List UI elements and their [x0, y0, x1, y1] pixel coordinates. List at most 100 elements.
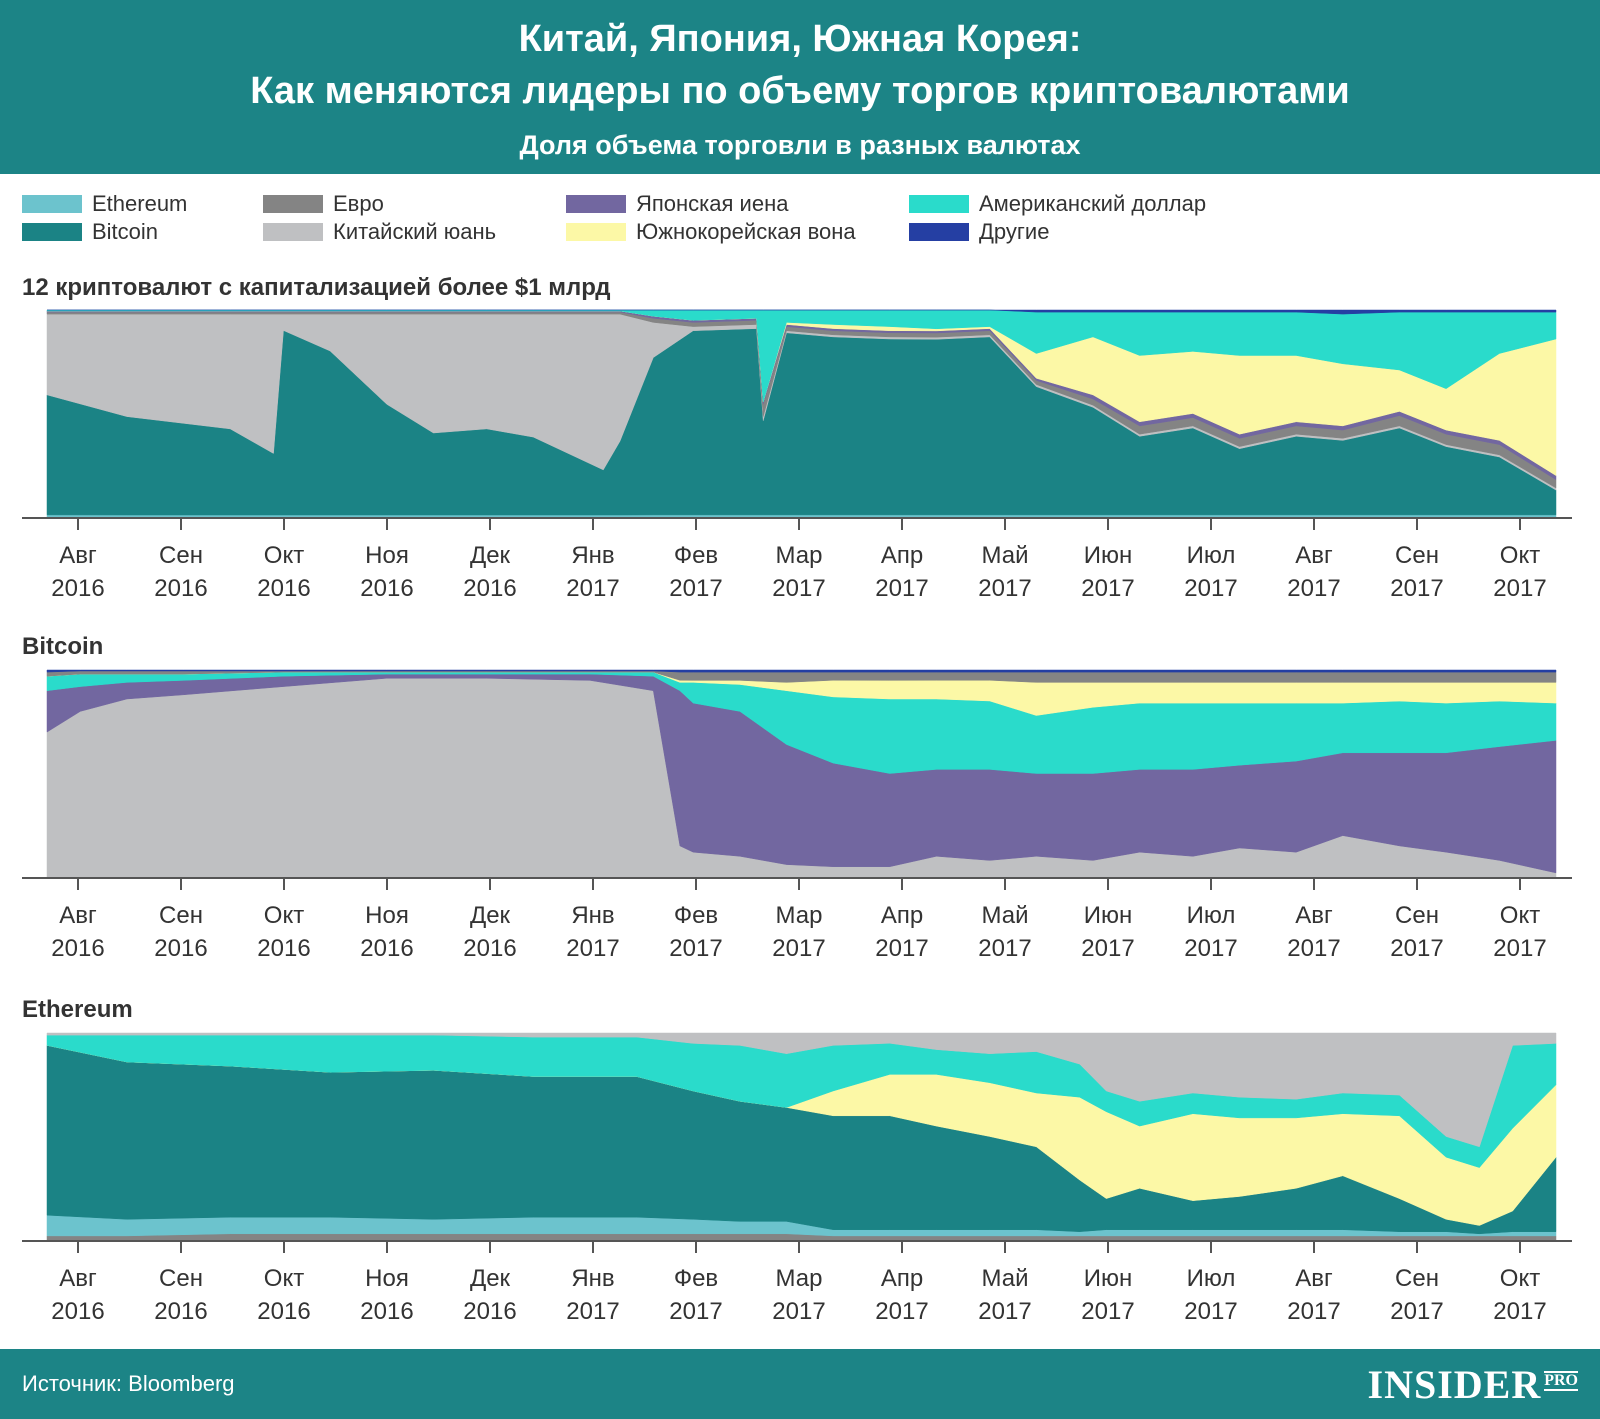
- x-tick-label-year: 2017: [772, 935, 825, 962]
- legend-swatch: [22, 195, 82, 213]
- x-tick-label-year: 2017: [875, 575, 928, 602]
- x-tick-label-month: Июн: [1084, 542, 1133, 569]
- x-tick-label-year: 2017: [1287, 935, 1340, 962]
- x-tick-label-year: 2017: [669, 575, 722, 602]
- x-tick-label-month: Авг: [59, 902, 97, 929]
- legend-item-euro: Евро: [263, 190, 384, 218]
- x-tick-label-month: Дек: [470, 542, 511, 569]
- legend-item-yuan: Китайский юань: [263, 218, 496, 246]
- x-tick-label-month: Авг: [1295, 1265, 1333, 1292]
- x-tick-label-month: Янв: [571, 1265, 614, 1292]
- legend-label: Южнокорейская вона: [636, 219, 856, 244]
- x-tick-label-month: Май: [981, 1265, 1028, 1292]
- x-tick-label-month: Фев: [674, 1265, 718, 1292]
- x-tick-label-month: Сен: [1395, 1265, 1439, 1292]
- chart-title-line2: Как меняются лидеры по объему торгов кри…: [250, 70, 1350, 112]
- x-tick-label-month: Апр: [881, 902, 923, 929]
- x-tick-label-month: Ноя: [365, 542, 409, 569]
- x-tick-label-month: Июл: [1187, 902, 1236, 929]
- legend-swatch: [909, 195, 969, 213]
- x-tick-label-year: 2017: [566, 1298, 619, 1325]
- x-tick-label-year: 2017: [978, 935, 1031, 962]
- panel-title-all: 12 криптовалют с капитализацией более $1…: [22, 274, 611, 301]
- x-tick-label-month: Янв: [571, 542, 614, 569]
- legend-label: Китайский юань: [333, 219, 497, 244]
- x-tick-label-month: Ноя: [365, 902, 409, 929]
- chart-bitcoin: Авг 2016 Сен 2016 Окт 2016 Ноя 2016 Дек 2016 Янв 20…: [22, 669, 1572, 962]
- x-tick-label-year: 2017: [669, 935, 722, 962]
- x-tick-label-month: Дек: [470, 902, 511, 929]
- x-tick-label-year: 2017: [1081, 1298, 1134, 1325]
- x-tick-label-year: 2017: [1184, 935, 1237, 962]
- insider-pro-logo[interactable]: INSIDER PRO: [1367, 1361, 1578, 1408]
- legend-item-usd: Американский доллар: [909, 190, 1206, 218]
- x-tick-label-month: Окт: [264, 542, 304, 569]
- x-tick-label-month: Фев: [674, 542, 718, 569]
- x-tick-label-year: 2017: [566, 935, 619, 962]
- x-tick-label-month: Мар: [776, 902, 823, 929]
- x-tick-label-month: Окт: [264, 1265, 304, 1292]
- x-tick-label-year: 2017: [1390, 1298, 1443, 1325]
- x-tick-label-year: 2017: [772, 575, 825, 602]
- x-tick-label-month: Авг: [1295, 542, 1333, 569]
- x-tick-label-month: Июн: [1084, 1265, 1133, 1292]
- x-tick-label-year: 2016: [463, 575, 516, 602]
- legend-swatch: [566, 195, 626, 213]
- legend-item-yen: Японская иена: [566, 190, 788, 218]
- x-tick-label-year: 2016: [257, 575, 310, 602]
- x-tick-label-year: 2016: [154, 1298, 207, 1325]
- x-tick-label-month: Авг: [59, 542, 97, 569]
- x-tick-label-year: 2016: [154, 935, 207, 962]
- x-tick-label-month: Окт: [1500, 542, 1540, 569]
- x-tick-label-month: Окт: [264, 902, 304, 929]
- x-tick-label-year: 2017: [566, 575, 619, 602]
- x-tick-label-month: Июн: [1084, 902, 1133, 929]
- x-tick-label-year: 2017: [1081, 575, 1134, 602]
- x-tick-label-month: Мар: [776, 1265, 823, 1292]
- x-tick-label-month: Авг: [1295, 902, 1333, 929]
- logo-pro-text: PRO: [1544, 1371, 1578, 1391]
- source-note: Источник: Bloomberg: [22, 1371, 235, 1396]
- x-tick-label-year: 2017: [1390, 935, 1443, 962]
- legend-item-ethereum: Ethereum: [22, 190, 187, 218]
- x-tick-label-month: Авг: [59, 1265, 97, 1292]
- x-tick-label-month: Окт: [1500, 902, 1540, 929]
- chart-ethereum: Авг 2016 Сен 2016 Окт 2016 Ноя 2016 Дек 2016 Янв 20…: [22, 1032, 1572, 1325]
- x-tick-label-year: 2016: [463, 935, 516, 962]
- x-tick-label-month: Мар: [776, 542, 823, 569]
- legend-item-won: Южнокорейская вона: [566, 218, 856, 246]
- x-tick-label-year: 2017: [978, 1298, 1031, 1325]
- x-tick-label-year: 2016: [51, 1298, 104, 1325]
- chart-title-line1: Китай, Япония, Южная Корея:: [518, 18, 1082, 60]
- x-tick-label-year: 2016: [463, 1298, 516, 1325]
- x-tick-label-year: 2017: [1287, 1298, 1340, 1325]
- chart-subtitle: Доля объема торговли в разных валютах: [519, 130, 1081, 160]
- x-tick-label-month: Сен: [159, 1265, 203, 1292]
- legend-label: Ethereum: [92, 191, 188, 216]
- x-tick-label-month: Апр: [881, 542, 923, 569]
- x-tick-label-year: 2017: [1390, 575, 1443, 602]
- legend-label: Японская иена: [636, 191, 789, 216]
- area-Другие: [46, 669, 1557, 673]
- legend-swatch: [566, 223, 626, 241]
- x-tick-label-year: 2016: [154, 575, 207, 602]
- x-tick-label-month: Апр: [881, 1265, 923, 1292]
- x-tick-label-year: 2017: [875, 935, 928, 962]
- legend-item-other: Другие: [909, 218, 1049, 246]
- x-tick-label-month: Июл: [1187, 1265, 1236, 1292]
- legend-label: Американский доллар: [979, 191, 1207, 216]
- x-tick-label-year: 2017: [1493, 935, 1546, 962]
- x-tick-label-month: Дек: [470, 1265, 511, 1292]
- panel-title-ethereum: Ethereum: [22, 996, 133, 1023]
- logo-text: INSIDER: [1367, 1362, 1542, 1407]
- x-tick-label-month: Май: [981, 542, 1028, 569]
- x-tick-label-year: 2017: [1287, 575, 1340, 602]
- x-tick-label-month: Сен: [159, 902, 203, 929]
- legend-swatch: [909, 223, 969, 241]
- x-tick-label-year: 2017: [1081, 935, 1134, 962]
- legend-label: Евро: [333, 191, 384, 216]
- x-tick-label-year: 2016: [257, 935, 310, 962]
- x-tick-label-year: 2017: [1184, 575, 1237, 602]
- x-tick-label-year: 2016: [360, 935, 413, 962]
- legend-swatch: [263, 223, 323, 241]
